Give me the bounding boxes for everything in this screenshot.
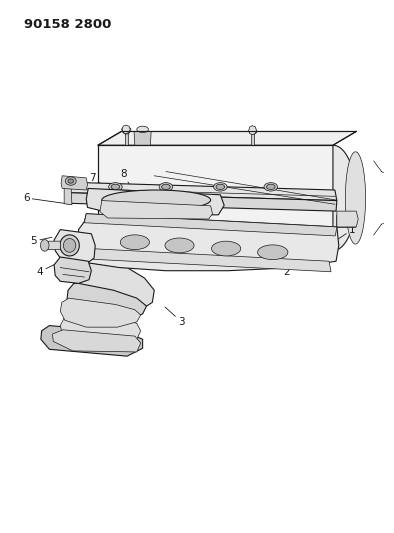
- Ellipse shape: [165, 238, 194, 253]
- Text: 1: 1: [336, 224, 356, 240]
- Polygon shape: [337, 211, 358, 227]
- Polygon shape: [251, 132, 255, 145]
- Polygon shape: [60, 298, 141, 327]
- Polygon shape: [249, 126, 256, 135]
- Polygon shape: [78, 214, 339, 271]
- Polygon shape: [54, 257, 91, 284]
- Ellipse shape: [68, 179, 73, 183]
- Ellipse shape: [346, 152, 366, 244]
- Ellipse shape: [159, 183, 173, 191]
- Text: 90158 2800: 90158 2800: [24, 18, 112, 30]
- Polygon shape: [80, 248, 331, 272]
- Polygon shape: [64, 180, 72, 205]
- Ellipse shape: [162, 184, 170, 190]
- Polygon shape: [45, 241, 60, 249]
- Polygon shape: [67, 284, 147, 319]
- Text: 5: 5: [31, 236, 52, 246]
- Text: 7: 7: [89, 173, 106, 188]
- Text: 3: 3: [165, 307, 185, 327]
- Ellipse shape: [60, 235, 79, 256]
- Ellipse shape: [102, 190, 211, 210]
- Text: 8: 8: [120, 169, 130, 185]
- Polygon shape: [122, 125, 130, 134]
- Ellipse shape: [41, 240, 49, 251]
- Ellipse shape: [65, 177, 76, 185]
- Polygon shape: [41, 326, 143, 356]
- Text: 1A: 1A: [303, 200, 324, 210]
- Polygon shape: [98, 132, 356, 145]
- Polygon shape: [84, 214, 337, 236]
- Ellipse shape: [266, 184, 275, 190]
- Ellipse shape: [111, 184, 120, 190]
- Text: 2: 2: [272, 262, 290, 277]
- Polygon shape: [65, 182, 337, 200]
- Ellipse shape: [122, 127, 131, 132]
- Ellipse shape: [137, 126, 149, 133]
- Polygon shape: [333, 145, 356, 251]
- Ellipse shape: [120, 235, 149, 249]
- Ellipse shape: [216, 184, 225, 190]
- Polygon shape: [66, 192, 337, 211]
- Polygon shape: [52, 330, 141, 352]
- Ellipse shape: [258, 245, 288, 260]
- Ellipse shape: [123, 129, 130, 134]
- Polygon shape: [100, 200, 212, 219]
- Polygon shape: [60, 311, 141, 344]
- Polygon shape: [125, 132, 128, 145]
- Polygon shape: [54, 230, 95, 262]
- Polygon shape: [134, 132, 151, 145]
- Polygon shape: [74, 262, 154, 311]
- Ellipse shape: [109, 183, 122, 191]
- Polygon shape: [98, 145, 333, 251]
- Ellipse shape: [249, 129, 257, 134]
- Polygon shape: [86, 189, 224, 215]
- Ellipse shape: [214, 183, 227, 191]
- Ellipse shape: [212, 241, 241, 256]
- Ellipse shape: [264, 183, 278, 191]
- Ellipse shape: [63, 239, 76, 252]
- Polygon shape: [61, 176, 87, 190]
- Text: 4: 4: [36, 263, 58, 277]
- Polygon shape: [336, 215, 355, 227]
- Text: 6: 6: [23, 193, 69, 204]
